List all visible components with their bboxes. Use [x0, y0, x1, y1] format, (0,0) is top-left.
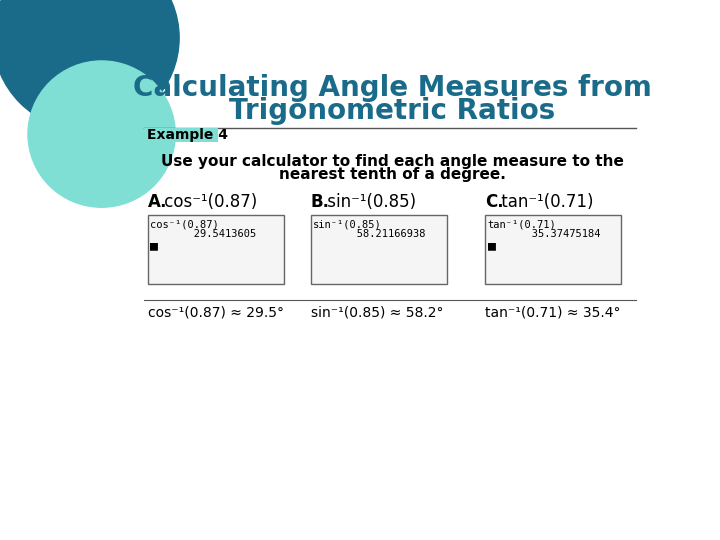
Text: cos⁻¹(0.87): cos⁻¹(0.87): [159, 193, 257, 211]
Text: 58.21166938: 58.21166938: [313, 229, 426, 239]
Text: nearest tenth of a degree.: nearest tenth of a degree.: [279, 167, 505, 181]
Text: tan⁻¹(0.71): tan⁻¹(0.71): [496, 193, 593, 211]
Text: cos⁻¹(0.87) ≈ 29.5°: cos⁻¹(0.87) ≈ 29.5°: [148, 306, 284, 320]
Text: tan⁻¹(0.71): tan⁻¹(0.71): [487, 220, 557, 229]
Text: B.: B.: [311, 193, 330, 211]
Text: tan⁻¹(0.71) ≈ 35.4°: tan⁻¹(0.71) ≈ 35.4°: [485, 306, 621, 320]
Text: cos⁻¹(0.87): cos⁻¹(0.87): [150, 220, 219, 229]
Text: sin⁻¹(0.85): sin⁻¹(0.85): [322, 193, 416, 211]
FancyBboxPatch shape: [148, 215, 284, 284]
Text: ■: ■: [487, 240, 495, 253]
Text: 29.5413605: 29.5413605: [150, 229, 257, 239]
FancyBboxPatch shape: [311, 215, 446, 284]
Text: 35.37475184: 35.37475184: [487, 229, 600, 239]
Text: A.: A.: [148, 193, 168, 211]
Text: sin⁻¹(0.85) ≈ 58.2°: sin⁻¹(0.85) ≈ 58.2°: [311, 306, 444, 320]
Text: Trigonometric Ratios: Trigonometric Ratios: [229, 97, 555, 125]
Text: sin⁻¹(0.85): sin⁻¹(0.85): [313, 220, 382, 229]
FancyBboxPatch shape: [485, 215, 621, 284]
Text: Calculating Angle Measures from: Calculating Angle Measures from: [132, 74, 652, 102]
Circle shape: [28, 61, 175, 207]
Text: ■: ■: [150, 240, 158, 253]
Text: C.: C.: [485, 193, 504, 211]
Circle shape: [0, 0, 179, 130]
Text: Example 4: Example 4: [147, 128, 228, 142]
Text: Use your calculator to find each angle measure to the: Use your calculator to find each angle m…: [161, 153, 624, 168]
FancyBboxPatch shape: [144, 128, 218, 142]
